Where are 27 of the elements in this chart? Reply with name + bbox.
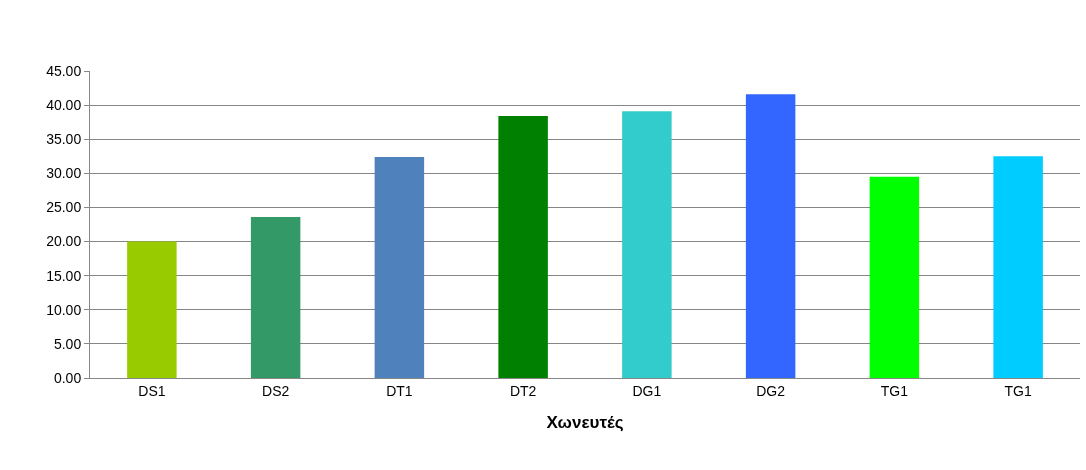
bar xyxy=(374,156,425,378)
y-tick-label: 15.00 xyxy=(46,267,82,284)
bar xyxy=(622,111,672,378)
y-tick-label: 30.00 xyxy=(46,165,82,182)
bar xyxy=(869,176,920,378)
y-tick-label: 25.00 xyxy=(46,199,82,216)
y-tick-label: 5.00 xyxy=(53,335,82,352)
x-tick-label: DT1 xyxy=(386,382,413,399)
bar xyxy=(993,156,1043,378)
x-axis-title: Χωνευτές xyxy=(546,413,624,433)
y-tick-label: 10.00 xyxy=(46,301,82,318)
bar xyxy=(745,94,796,378)
x-tick-label: TG1 xyxy=(1004,382,1032,399)
bar xyxy=(127,241,177,378)
y-tick-label: 40.00 xyxy=(46,97,82,114)
x-tick-label: TG1 xyxy=(880,382,909,399)
x-tick-label: DS1 xyxy=(138,382,166,399)
y-tick-label: 45.00 xyxy=(46,62,82,79)
bar xyxy=(250,217,301,378)
x-tick-label: DS2 xyxy=(262,382,290,399)
bar xyxy=(498,116,548,378)
x-tick-label: DG2 xyxy=(756,382,786,399)
y-tick-label: 35.00 xyxy=(46,131,82,148)
x-tick-label: DG1 xyxy=(632,382,662,399)
x-tick-label: DT2 xyxy=(509,382,537,399)
y-tick-label: 0.00 xyxy=(53,369,82,386)
y-tick-label: 20.00 xyxy=(46,233,82,250)
